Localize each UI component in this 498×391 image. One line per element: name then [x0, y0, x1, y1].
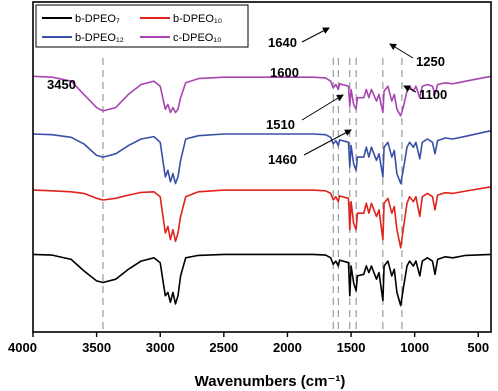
series-line-2 [32, 129, 492, 185]
annotation-1100: 1100 [419, 87, 447, 102]
x-axis: 4000 3500 3000 2500 2000 1500 1000 500 [8, 332, 489, 355]
legend-label-0: b-DPEO₇ [75, 13, 120, 25]
annotations: 3450 1640 1600 1510 1460 1250 1100 [47, 27, 447, 167]
x-tick-label-3000: 3000 [146, 340, 175, 355]
series-line-1 [32, 186, 492, 249]
spectra [32, 75, 492, 307]
annotation-1510: 1510 [266, 117, 295, 132]
legend-box [35, 4, 249, 48]
x-axis-title: Wavenumbers (cm⁻¹) [195, 373, 346, 390]
annotation-1250: 1250 [416, 54, 445, 69]
annotation-3450: 3450 [47, 77, 76, 92]
x-tick-label-4000: 4000 [8, 340, 37, 355]
x-tick-label-2500: 2500 [209, 340, 238, 355]
annotation-arrow-1250 [389, 43, 414, 59]
annotation-arrow-1640 [301, 27, 330, 43]
series-line-3 [32, 75, 492, 117]
legend-label-2: b-DPEO₁₂ [75, 32, 124, 44]
annotation-arrow-1100 [403, 85, 417, 93]
annotation-1640: 1640 [268, 35, 297, 50]
legend: b-DPEO₇ b-DPEO₁₀ b-DPEO₁₂ c-DPEO₁₀ [35, 4, 249, 48]
annotation-arrow-1510 [301, 94, 344, 121]
x-tick-label-2000: 2000 [273, 340, 302, 355]
annotation-1460: 1460 [268, 152, 297, 167]
series-line-0 [32, 253, 492, 307]
plot-frame [32, 1, 492, 333]
x-tick-label-500: 500 [467, 340, 489, 355]
x-tick-label-1500: 1500 [337, 340, 366, 355]
annotation-arrow-1460 [303, 129, 352, 156]
annotation-1600: 1600 [270, 65, 299, 80]
legend-label-1: b-DPEO₁₀ [173, 13, 222, 25]
legend-label-3: c-DPEO₁₀ [173, 32, 222, 44]
x-tick-label-3500: 3500 [82, 340, 111, 355]
x-tick-label-1000: 1000 [400, 340, 429, 355]
